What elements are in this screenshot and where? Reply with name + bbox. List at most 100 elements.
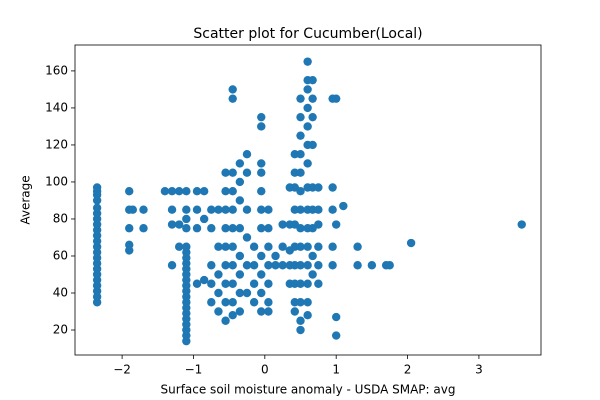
point: [199, 275, 209, 285]
point: [199, 214, 209, 224]
point: [214, 288, 223, 298]
point: [235, 307, 245, 316]
y-tick-label: 100: [45, 174, 68, 188]
point: [264, 261, 273, 270]
point: [242, 233, 252, 242]
point: [249, 298, 259, 307]
point: [221, 187, 230, 196]
point: [257, 122, 266, 131]
point: [228, 168, 237, 177]
point: [182, 224, 191, 233]
point: [296, 325, 305, 335]
point: [182, 205, 191, 214]
point: [207, 205, 216, 214]
point: [228, 94, 237, 103]
point: [303, 311, 312, 320]
point: [174, 220, 184, 229]
point: [92, 183, 102, 192]
point: [214, 205, 223, 214]
point: [214, 270, 223, 279]
point: [303, 103, 312, 113]
point: [296, 94, 305, 103]
point: [221, 242, 230, 251]
point: [303, 85, 312, 94]
point: [228, 205, 237, 214]
point: [257, 270, 266, 279]
point: [207, 279, 216, 288]
chart-title: Scatter plot for Cucumber(Local): [193, 26, 422, 42]
point: [331, 331, 341, 340]
point: [214, 307, 223, 316]
point: [296, 149, 305, 159]
x-tick-label: 0: [261, 363, 269, 377]
point: [228, 279, 237, 288]
point: [249, 261, 259, 270]
point: [207, 224, 216, 233]
point: [228, 85, 237, 94]
point: [257, 205, 266, 214]
point: [296, 187, 305, 196]
point: [235, 288, 245, 298]
point: [296, 205, 305, 214]
point: [308, 251, 317, 261]
point: [303, 261, 312, 270]
point: [296, 242, 305, 251]
point: [296, 279, 305, 288]
point: [257, 288, 266, 298]
point: [517, 220, 526, 229]
x-tick-label: −1: [185, 363, 203, 377]
y-tick-label: 20: [53, 323, 68, 337]
point: [290, 307, 299, 316]
y-tick-label: 140: [45, 100, 68, 114]
point: [182, 242, 191, 251]
point: [303, 57, 312, 66]
point: [303, 242, 312, 251]
point: [235, 224, 245, 233]
point: [257, 251, 266, 261]
point: [271, 261, 280, 270]
point: [264, 307, 273, 316]
point: [278, 242, 287, 251]
point: [221, 279, 230, 288]
point: [235, 251, 245, 261]
point: [257, 224, 266, 233]
point: [228, 187, 237, 196]
point: [207, 261, 216, 270]
point: [296, 112, 305, 122]
point: [314, 242, 323, 251]
point: [296, 316, 305, 325]
point: [242, 205, 252, 214]
point: [235, 270, 245, 279]
point: [308, 75, 317, 85]
y-axis-label: Average: [19, 175, 33, 224]
point: [339, 201, 348, 211]
point: [167, 220, 177, 229]
point: [314, 279, 323, 288]
point: [182, 214, 191, 224]
point: [128, 205, 138, 214]
point: [235, 196, 245, 205]
point: [242, 261, 252, 270]
point: [271, 251, 280, 261]
point: [328, 205, 337, 214]
point: [264, 279, 273, 288]
point: [385, 261, 394, 270]
point: [249, 242, 259, 251]
point: [160, 187, 170, 196]
point: [125, 187, 134, 196]
point: [296, 298, 305, 307]
point: [353, 242, 362, 251]
point: [139, 224, 148, 233]
point: [264, 298, 273, 307]
point: [264, 224, 273, 233]
point: [207, 298, 216, 307]
point: [303, 298, 312, 307]
point: [125, 224, 134, 233]
x-tick-label: 1: [332, 363, 340, 377]
y-tick-label: 120: [45, 137, 68, 151]
x-tick-label: 3: [475, 363, 483, 377]
point: [242, 168, 252, 177]
point: [278, 261, 287, 270]
point: [228, 298, 237, 307]
point: [328, 183, 337, 192]
